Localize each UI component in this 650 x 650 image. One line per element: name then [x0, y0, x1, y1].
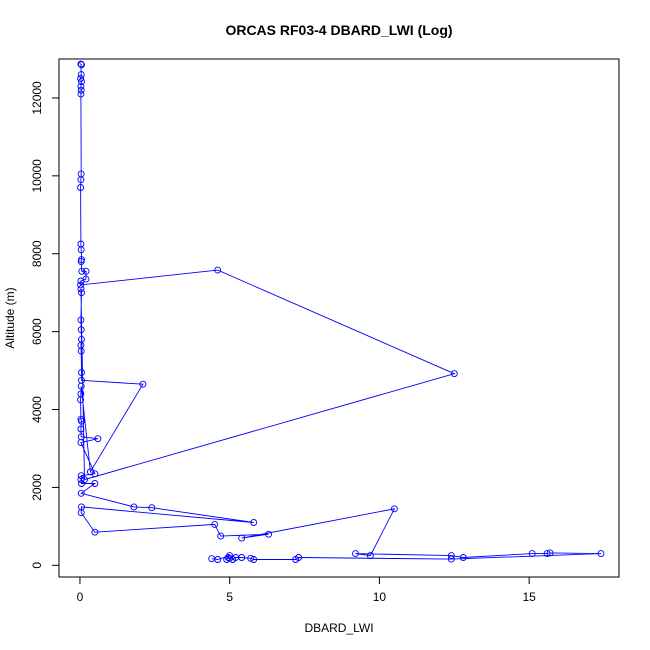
data-point-16	[82, 267, 90, 275]
data-point-63	[459, 554, 467, 561]
data-point-54	[91, 528, 99, 536]
data-point-51	[250, 519, 258, 526]
data-point-45	[77, 476, 85, 484]
data-point-64	[528, 550, 536, 558]
series-line	[80, 62, 602, 561]
data-point-68	[447, 555, 455, 563]
data-point-4	[78, 78, 85, 86]
data-point-57	[265, 530, 273, 538]
data-point-77	[224, 554, 232, 561]
data-point-34	[77, 382, 85, 390]
data-point-38	[78, 417, 85, 425]
plot-frame	[58, 58, 620, 578]
data-point-30	[78, 369, 85, 376]
data-point-5	[77, 82, 85, 90]
data-point-66	[546, 549, 554, 557]
data-point-60	[366, 552, 374, 560]
y-tick-label-3: 6000	[30, 318, 44, 345]
data-point-44	[77, 472, 85, 480]
data-point-61	[352, 550, 359, 558]
data-point-81	[208, 555, 216, 563]
data-point-56	[217, 532, 225, 540]
chart-title: ORCAS RF03-4 DBARD_LWI (Log)	[225, 22, 452, 38]
data-point-59	[390, 505, 398, 513]
y-axis: 0 2000 4000 6000 8000 10000 12000	[30, 81, 60, 569]
data-point-43	[91, 470, 99, 478]
x-axis-label: DBARD_LWI	[304, 621, 373, 635]
y-tick-label-6: 12000	[30, 81, 44, 115]
data-series	[77, 60, 605, 563]
data-point-47	[91, 480, 99, 487]
data-point-0	[78, 61, 85, 69]
x-tick-label-0: 0	[77, 590, 84, 604]
data-point-3	[77, 75, 85, 82]
data-point-23	[77, 285, 85, 293]
data-point-15	[78, 267, 86, 275]
data-point-2	[77, 71, 85, 79]
data-point-19	[77, 281, 85, 289]
data-point-25	[77, 316, 85, 324]
data-point-55	[211, 520, 219, 528]
data-point-21	[450, 370, 458, 378]
x-tick-label-3: 15	[522, 590, 536, 604]
data-point-14	[77, 258, 85, 265]
data-point-71	[250, 556, 258, 563]
x-tick-label-2: 10	[373, 590, 387, 604]
y-tick-label-2: 4000	[30, 396, 44, 423]
y-tick-label-5: 10000	[30, 159, 44, 193]
data-point-7	[77, 90, 85, 98]
data-point-36	[77, 396, 85, 404]
data-point-67	[597, 550, 605, 558]
data-point-48	[77, 489, 85, 497]
y-tick-label-1: 2000	[30, 474, 44, 501]
y-tick-label-4: 8000	[30, 240, 44, 267]
data-point-79	[226, 552, 234, 560]
x-axis: 0 5 10 15	[77, 576, 536, 604]
x-tick-label-1: 5	[226, 590, 233, 604]
data-point-20	[214, 266, 222, 274]
data-point-46	[78, 480, 85, 487]
data-point-18	[77, 277, 85, 285]
data-point-39	[77, 425, 85, 433]
data-point-70	[292, 556, 300, 563]
data-point-65	[543, 550, 551, 558]
data-point-9	[77, 176, 85, 184]
data-point-29	[77, 347, 85, 355]
data-point-50	[148, 504, 156, 512]
data-point-6	[77, 86, 85, 94]
data-point-1	[77, 60, 85, 68]
data-point-33	[86, 468, 94, 476]
y-axis-label: Altitude (m)	[3, 287, 17, 348]
data-point-76	[226, 554, 234, 562]
data-point-49	[130, 503, 138, 511]
data-point-53	[77, 509, 85, 517]
data-point-10	[77, 184, 85, 191]
data-point-42	[77, 439, 85, 447]
data-point-26	[77, 326, 85, 334]
data-point-24	[78, 289, 85, 297]
data-point-72	[247, 554, 255, 562]
data-point-12	[77, 246, 85, 254]
data-point-32	[139, 380, 147, 388]
data-point-41	[94, 435, 102, 443]
y-tick-label-0: 0	[30, 562, 44, 569]
data-point-58	[238, 534, 246, 542]
data-point-62	[447, 552, 455, 560]
